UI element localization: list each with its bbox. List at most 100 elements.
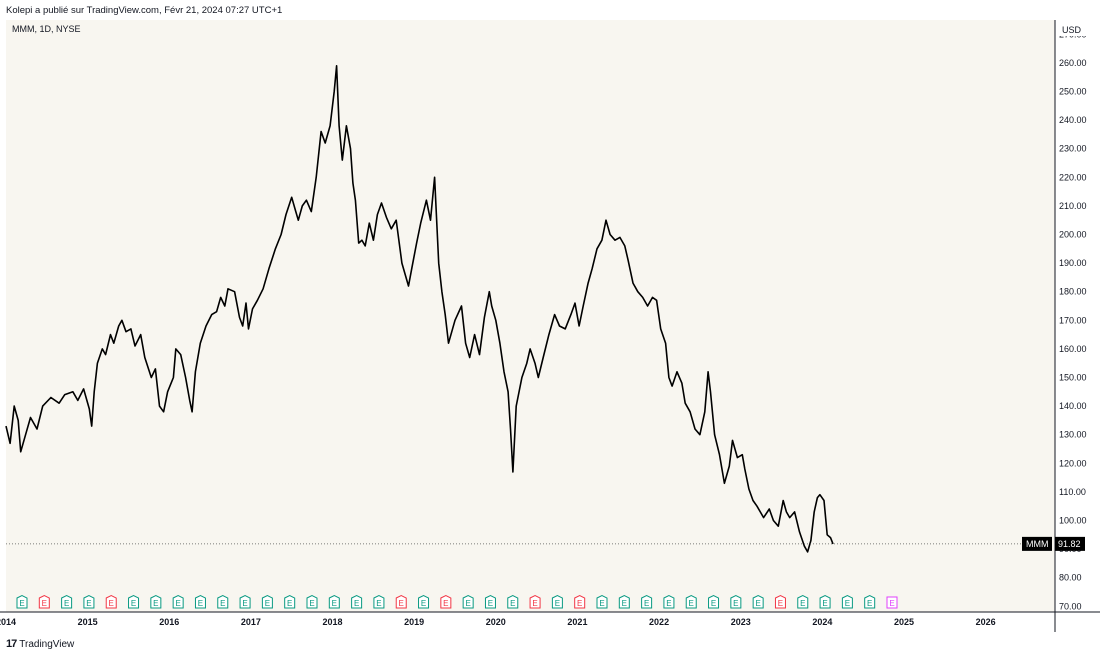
- earnings-marker-label: E: [778, 599, 783, 608]
- y-tick-label: 80.00: [1059, 573, 1082, 583]
- earnings-marker[interactable]: E: [38, 594, 50, 609]
- earnings-marker[interactable]: E: [774, 594, 786, 609]
- earnings-marker[interactable]: E: [440, 594, 452, 609]
- earnings-marker[interactable]: E: [841, 594, 853, 609]
- earnings-marker-label: E: [443, 599, 448, 608]
- y-tick-label: 100.00: [1059, 515, 1087, 525]
- earnings-marker[interactable]: E: [551, 594, 563, 609]
- earnings-marker-box: [328, 594, 340, 609]
- earnings-marker-box: [306, 594, 318, 609]
- time-axis[interactable]: 2014 2015 2016 2017 2018 2019 2020 2021 2022 2023…: [0, 611, 1100, 627]
- earnings-marker-box: [864, 594, 876, 609]
- earnings-marker[interactable]: E: [351, 594, 363, 609]
- earnings-marker-box: [641, 594, 653, 609]
- earnings-marker-label: E: [510, 599, 515, 608]
- x-tick-label: 2025: [894, 617, 914, 627]
- earnings-marker[interactable]: E: [574, 594, 586, 609]
- y-tick-label: 190.00: [1059, 258, 1087, 268]
- earnings-marker[interactable]: E: [217, 594, 229, 609]
- earnings-marker-label: E: [733, 599, 738, 608]
- earnings-marker-box: [708, 594, 720, 609]
- earnings-marker[interactable]: E: [261, 594, 273, 609]
- earnings-marker[interactable]: E: [752, 594, 764, 609]
- earnings-marker[interactable]: E: [484, 594, 496, 609]
- y-tick-label: 260.00: [1059, 58, 1087, 68]
- earnings-marker[interactable]: E: [529, 594, 541, 609]
- earnings-marker-label: E: [488, 599, 493, 608]
- earnings-marker[interactable]: E: [507, 594, 519, 609]
- earnings-marker-box: [217, 594, 229, 609]
- earnings-marker[interactable]: E: [886, 596, 898, 609]
- price-chart[interactable]: 70.0080.0090.00100.00110.00120.00130.001…: [0, 0, 1100, 633]
- earnings-marker[interactable]: E: [819, 594, 831, 609]
- earnings-marker[interactable]: E: [172, 594, 184, 609]
- earnings-marker[interactable]: E: [194, 594, 206, 609]
- earnings-marker-box: [685, 594, 697, 609]
- earnings-marker-box: [239, 594, 251, 609]
- earnings-marker-label: E: [131, 599, 136, 608]
- earnings-marker-label: E: [399, 599, 404, 608]
- earnings-marker-box: [484, 594, 496, 609]
- earnings-marker[interactable]: E: [663, 594, 675, 609]
- earnings-marker-label: E: [309, 599, 314, 608]
- earnings-marker[interactable]: E: [708, 594, 720, 609]
- earnings-marker[interactable]: E: [730, 594, 742, 609]
- earnings-marker[interactable]: E: [596, 594, 608, 609]
- earnings-marker-label: E: [666, 599, 671, 608]
- earnings-marker[interactable]: E: [239, 594, 251, 609]
- earnings-marker-label: E: [332, 599, 337, 608]
- price-line-layer: [5, 65, 834, 553]
- earnings-marker[interactable]: E: [641, 594, 653, 609]
- earnings-marker[interactable]: E: [462, 594, 474, 609]
- last-price-marker: MMM 91.82: [6, 536, 1085, 551]
- earnings-marker-label: E: [555, 599, 560, 608]
- y-tick-label: 200.00: [1059, 229, 1087, 239]
- earnings-marker-label: E: [622, 599, 627, 608]
- earnings-marker[interactable]: E: [128, 594, 140, 609]
- earnings-marker-label: E: [153, 599, 158, 608]
- x-tick-label: 2020: [486, 617, 506, 627]
- earnings-marker[interactable]: E: [16, 594, 28, 609]
- earnings-marker[interactable]: E: [864, 594, 876, 609]
- earnings-marker[interactable]: E: [373, 594, 385, 609]
- earnings-marker-label: E: [644, 599, 649, 608]
- plot-background: [6, 20, 1055, 612]
- earnings-marker-label: E: [354, 599, 359, 608]
- earnings-marker[interactable]: E: [685, 594, 697, 609]
- earnings-marker[interactable]: E: [61, 594, 73, 609]
- x-tick-label: 2023: [731, 617, 751, 627]
- last-price-value-box: [1055, 536, 1085, 551]
- publish-info: Kolepi a publié sur TradingView.com, Fév…: [6, 5, 283, 16]
- earnings-marker[interactable]: E: [306, 594, 318, 609]
- earnings-marker[interactable]: E: [618, 594, 630, 609]
- earnings-marker[interactable]: E: [150, 594, 162, 609]
- y-tick-label: 140.00: [1059, 401, 1087, 411]
- earnings-marker-label: E: [287, 599, 292, 608]
- earnings-marker[interactable]: E: [105, 594, 117, 609]
- earnings-marker[interactable]: E: [418, 594, 430, 609]
- symbol-title: MMM, 1D, NYSE: [12, 24, 81, 34]
- last-price-symbol: MMM: [1026, 539, 1049, 549]
- earnings-marker[interactable]: E: [797, 594, 809, 609]
- earnings-marker[interactable]: E: [328, 594, 340, 609]
- tradingview-logo[interactable]: 17 TradingView: [6, 638, 74, 650]
- price-line: [5, 65, 834, 553]
- x-tick-label: 2021: [567, 617, 587, 627]
- earnings-marker-box: [83, 594, 95, 609]
- earnings-marker[interactable]: E: [395, 594, 407, 609]
- earnings-marker-label: E: [867, 599, 872, 608]
- currency-box[interactable]: [1058, 22, 1090, 36]
- earnings-marker-box: [819, 594, 831, 609]
- earnings-marker-box: [38, 594, 50, 609]
- earnings-marker-label: E: [265, 599, 270, 608]
- earnings-marker-box: [596, 594, 608, 609]
- earnings-marker-box: [574, 594, 586, 609]
- earnings-marker-box: [529, 594, 541, 609]
- y-tick-label: 170.00: [1059, 315, 1087, 325]
- earnings-marker[interactable]: E: [83, 594, 95, 609]
- currency-label[interactable]: USD: [1062, 25, 1082, 35]
- earnings-marker-box: [886, 596, 898, 609]
- earnings-marker[interactable]: E: [284, 594, 296, 609]
- x-tick-label: 2026: [976, 617, 996, 627]
